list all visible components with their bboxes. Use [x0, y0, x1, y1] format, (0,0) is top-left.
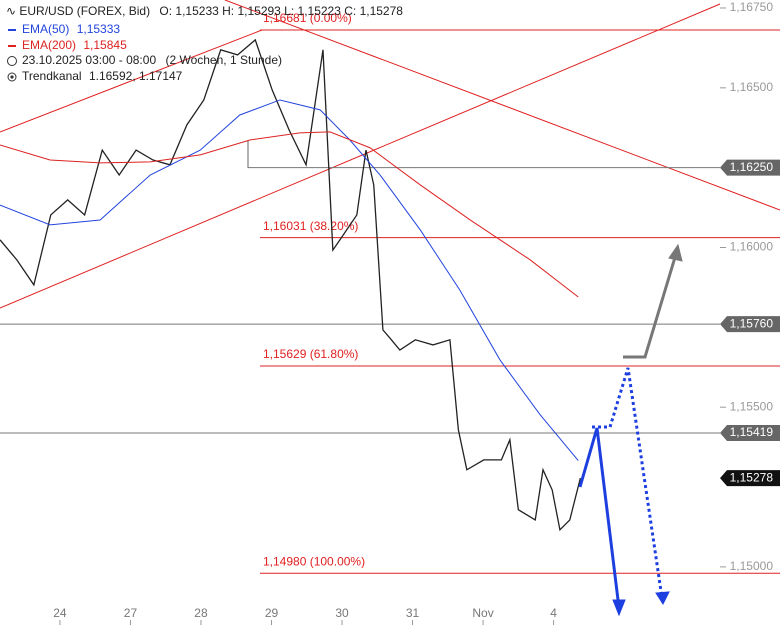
price-box	[720, 425, 780, 442]
x-tick-label: Nov	[472, 606, 493, 620]
legend-name: EMA(200)	[22, 38, 76, 52]
series-line	[0, 99, 579, 461]
legend-value: 1,15845	[83, 38, 127, 52]
x-tick-label: 29	[265, 606, 279, 620]
legend-name: EMA(50)	[22, 22, 69, 36]
arrows	[578, 243, 683, 617]
legend-entry: EMA(200) 1,15845	[22, 38, 127, 52]
price-box	[720, 316, 780, 333]
legend-entry: EMA(50) 1,15333	[22, 22, 120, 36]
arrow-down	[578, 427, 621, 609]
x-tick-label: 24	[53, 606, 67, 620]
ohlc: O: 1,15233 H: 1,15293 L: 1,15223 C: 1,15…	[159, 4, 403, 18]
period: 23.10.2025 03:00 - 08:00	[22, 53, 156, 67]
channel-icon	[7, 72, 17, 82]
legend-title: ∿ EUR/USD (FOREX, Bid) O: 1,15233 H: 1,1…	[6, 4, 403, 18]
instrument: EUR/USD (FOREX, Bid)	[19, 4, 150, 18]
price-box-label: 1,15278	[730, 470, 774, 484]
series-line	[0, 38, 582, 532]
price-box-label: 1,16250	[730, 160, 774, 174]
arrow-up	[623, 253, 678, 359]
price-box	[720, 470, 780, 487]
x-tick-label: 30	[335, 606, 349, 620]
resistance-line	[224, 0, 780, 211]
arrow-head	[655, 591, 670, 606]
x-tick-label: 27	[124, 606, 138, 620]
y-tick-label: 1,15000	[730, 559, 774, 573]
channel-lower	[0, 3, 721, 309]
price-box-label: 1,15419	[730, 425, 774, 439]
clock-icon	[7, 56, 17, 66]
legend-channel: Trendkanal 1.16592, 1.17147	[22, 69, 183, 83]
fib-label: 1,15629 (61.80%)	[263, 347, 358, 361]
channel-upper	[0, 29, 263, 133]
legend-value: 1,15333	[77, 22, 121, 36]
x-tick-label: 31	[406, 606, 420, 620]
arrow-head	[668, 243, 683, 262]
fib-label: 1,16681 (0.00%)	[263, 11, 352, 25]
interval: (2 Wochen, 1 Stunde)	[165, 53, 282, 67]
channel-icon	[10, 75, 14, 79]
y-tick-label: 1,16500	[730, 80, 774, 94]
arrow-head	[612, 599, 626, 617]
legend-swatch	[8, 45, 16, 47]
x-tick-label: 4	[550, 606, 557, 620]
x-tick-label: 28	[194, 606, 208, 620]
y-tick-label: 1,16750	[730, 0, 774, 14]
y-tick-label: 1,15500	[730, 399, 774, 413]
y-tick-label: 1,16000	[730, 240, 774, 254]
fib-label: 1,16031 (38.20%)	[263, 219, 358, 233]
trend-lines	[0, 0, 780, 309]
channel-values: 1.16592, 1.17147	[89, 69, 183, 83]
legend: ∿ EUR/USD (FOREX, Bid) O: 1,15233 H: 1,1…	[6, 4, 403, 83]
legend-period: 23.10.2025 03:00 - 08:00 (2 Wochen, 1 St…	[22, 53, 282, 67]
price-box	[720, 159, 780, 176]
arrow-dotted	[592, 367, 664, 599]
legend-swatch	[8, 29, 16, 31]
channel-name: Trendkanal	[22, 69, 82, 83]
fib-label: 1,14980 (100.00%)	[263, 554, 365, 568]
series-line	[0, 131, 579, 298]
price-box-label: 1,15760	[730, 316, 774, 330]
